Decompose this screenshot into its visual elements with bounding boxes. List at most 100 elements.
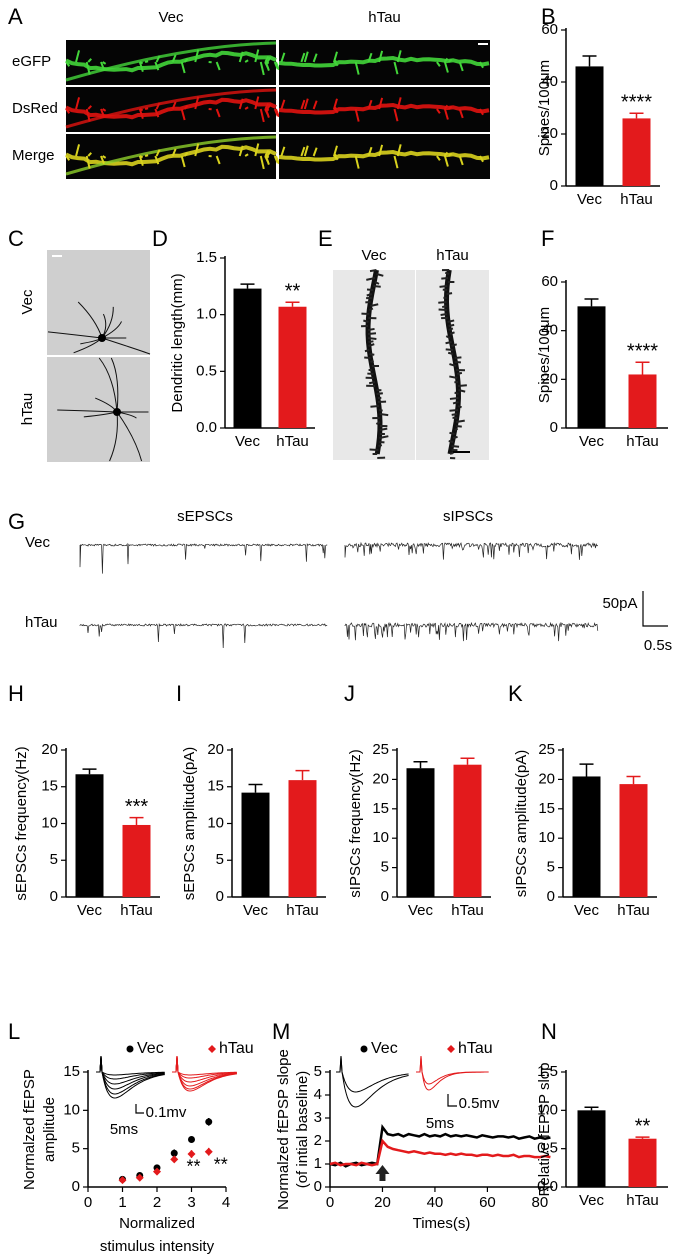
spine <box>273 108 279 117</box>
spine <box>333 61 339 67</box>
y-tick-label: 25 <box>538 741 555 758</box>
stimulus-arrow <box>375 1165 390 1181</box>
y-axis-label: Normalzed fEPSP <box>21 1069 38 1190</box>
neurite <box>47 331 103 339</box>
spine <box>445 348 454 351</box>
y-axis-label: sIPSCs amplitude(pA) <box>513 750 530 898</box>
spine <box>171 148 177 157</box>
spine <box>75 50 81 63</box>
spine <box>102 108 107 112</box>
spine <box>144 60 149 63</box>
spine <box>448 327 454 331</box>
row-label: DsRed <box>12 100 58 117</box>
y-tick-label: 40 <box>541 322 558 339</box>
spine <box>457 384 467 387</box>
spine <box>456 371 463 375</box>
x-tick-label: 20 <box>374 1194 391 1211</box>
y-axis-label: Relative fEPSP slop <box>536 1063 553 1197</box>
spine <box>369 269 377 273</box>
y-tick-label: 3 <box>314 1109 322 1126</box>
row-label: Vec <box>25 534 51 551</box>
trace-title: sIPSCs <box>443 508 493 525</box>
x-tick-label: 60 <box>479 1194 496 1211</box>
y-axis-label: sEPSCs amplitude(pA) <box>181 747 198 900</box>
spine <box>194 96 200 110</box>
spine <box>443 57 449 63</box>
spine <box>370 303 379 307</box>
spine <box>378 144 384 157</box>
spine <box>440 313 447 316</box>
inset-trace <box>96 1055 165 1099</box>
error-bar <box>582 55 597 67</box>
scale-label: 0.5s <box>644 637 672 654</box>
y-tick-label: 0 <box>381 888 389 905</box>
panel-letter: H <box>8 681 24 706</box>
y-tick-label: 5 <box>50 851 58 868</box>
current-trace <box>344 621 599 642</box>
inset-trace <box>336 1055 409 1108</box>
error-bar <box>82 768 97 775</box>
y-tick-label: 15 <box>207 778 224 795</box>
scale-bar <box>135 1104 144 1114</box>
spine <box>264 55 270 63</box>
image-panel <box>47 357 150 462</box>
spine <box>155 55 161 63</box>
y-tick-label: 60 <box>541 273 558 290</box>
spine <box>393 108 399 122</box>
x-tick-label: Vec <box>574 902 600 919</box>
spine <box>65 61 71 67</box>
y-tick-label: 10 <box>372 829 389 846</box>
error-bar <box>248 783 263 793</box>
error-bar <box>635 361 650 375</box>
spine <box>87 58 92 63</box>
spine <box>443 61 449 73</box>
y-tick-label: 60 <box>541 21 558 38</box>
spine <box>449 363 457 367</box>
x-tick-label: hTau <box>620 191 653 208</box>
y-axis-label: amplitude <box>41 1097 58 1162</box>
spine <box>138 155 144 167</box>
spine <box>451 343 458 347</box>
spine <box>374 281 380 285</box>
spine <box>259 155 265 170</box>
spine <box>154 108 160 118</box>
y-tick-label: 1.0 <box>196 306 217 323</box>
y-tick-label: 20 <box>541 125 558 142</box>
point <box>204 1147 213 1156</box>
error-bar <box>579 763 594 777</box>
dendrite <box>65 41 277 82</box>
spine <box>266 56 272 63</box>
spine <box>449 431 455 435</box>
spine <box>396 97 402 110</box>
neurite <box>57 409 118 413</box>
y-axis-label: Normalzed fEPSP slope <box>275 1049 292 1210</box>
x-tick-label: 80 <box>532 1194 549 1211</box>
y-tick-label: 20 <box>541 370 558 387</box>
current-trace <box>79 622 328 649</box>
spine <box>457 405 462 409</box>
spine <box>154 61 160 71</box>
bar <box>575 66 604 186</box>
x-tick-label: 0 <box>84 1194 92 1211</box>
spine <box>458 108 464 119</box>
spine <box>368 340 374 343</box>
spine <box>312 147 318 157</box>
scale-label: 0.1mv <box>146 1104 187 1121</box>
spine <box>264 149 270 157</box>
legend-marker <box>360 1045 368 1053</box>
spine <box>139 61 144 65</box>
x-tick-label: 4 <box>222 1194 230 1211</box>
spine <box>303 145 309 157</box>
panel-letter: B <box>541 4 556 29</box>
spine <box>449 331 455 335</box>
y-tick-label: 1.0 <box>537 1101 558 1118</box>
spine <box>354 108 360 122</box>
y-tick-label: 10 <box>538 829 555 846</box>
scale-bar <box>642 591 668 627</box>
spine <box>393 155 399 169</box>
inset-trace <box>416 1055 489 1091</box>
y-tick-label: 5 <box>72 1140 80 1157</box>
point <box>205 1118 213 1126</box>
x-tick-label: hTau <box>286 902 319 919</box>
point <box>188 1135 195 1143</box>
